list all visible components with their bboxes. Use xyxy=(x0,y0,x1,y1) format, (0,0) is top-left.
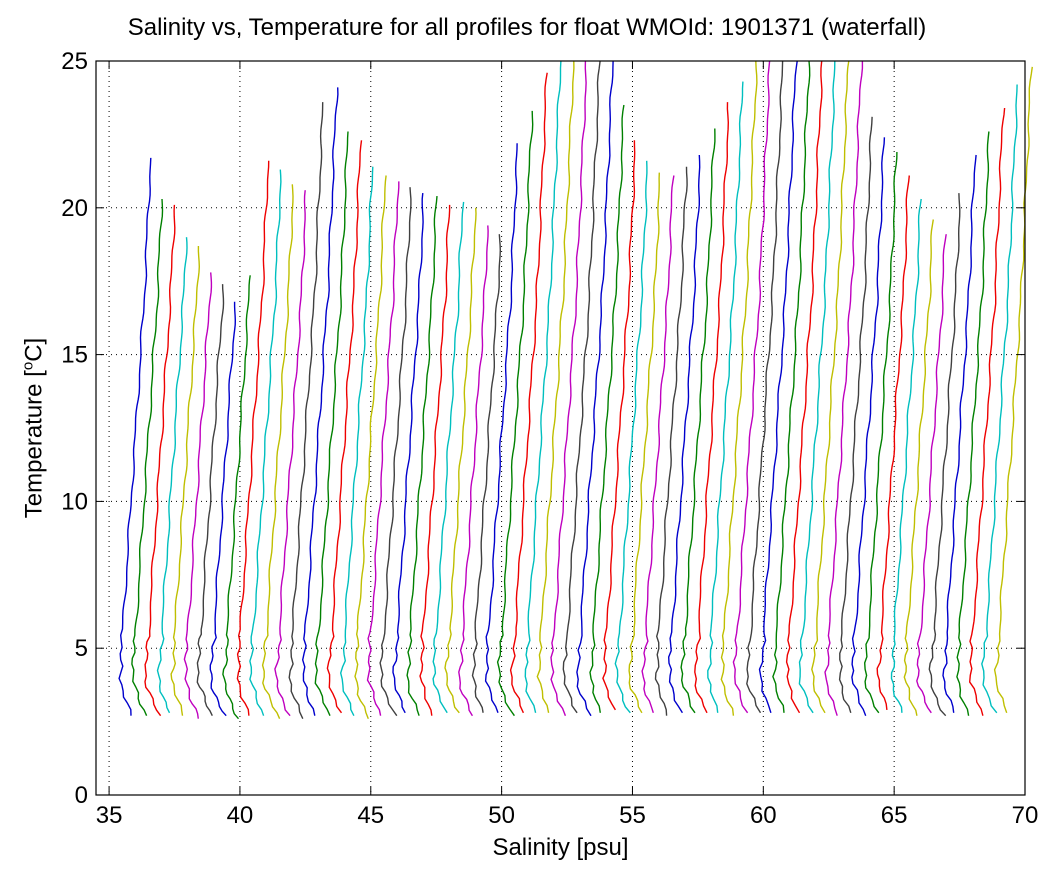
chart-title: Salinity vs, Temperature for all profile… xyxy=(127,14,927,41)
profile-line xyxy=(301,87,339,716)
profile-line xyxy=(694,102,730,714)
profile-line xyxy=(550,60,587,716)
profile-line xyxy=(288,102,324,719)
x-tick-label: 70 xyxy=(1012,802,1039,829)
x-tick-label: 50 xyxy=(488,802,515,829)
ticks-layer: 35 40 45 50 55 60 65 70 0 5 10 15 20 25 xyxy=(61,48,1038,829)
profile-line xyxy=(707,81,744,713)
profile-line xyxy=(851,137,886,716)
profile-line xyxy=(903,219,934,716)
profile-line xyxy=(496,110,534,717)
y-tick-label: 10 xyxy=(61,488,88,515)
profile-line xyxy=(576,60,614,717)
profile-line xyxy=(798,60,836,714)
profile-line xyxy=(314,131,349,716)
profile-line xyxy=(758,60,798,714)
profile-line xyxy=(838,116,873,714)
y-axis-label-degree: o xyxy=(19,361,37,371)
profile-line xyxy=(444,207,477,714)
profile-line xyxy=(641,175,675,714)
profile-line xyxy=(981,84,1018,714)
profile-line xyxy=(406,196,438,716)
profile-line xyxy=(536,60,575,713)
profile-line xyxy=(261,184,294,719)
profile-line xyxy=(170,246,201,716)
x-axis-label: Salinity [psu] xyxy=(492,834,629,861)
profile-line xyxy=(458,225,489,717)
profile-line xyxy=(156,237,188,714)
profile-line xyxy=(432,201,465,714)
profile-line xyxy=(614,160,648,714)
profile-line xyxy=(196,284,225,717)
profile-line xyxy=(772,60,811,713)
profile-line xyxy=(732,60,771,714)
x-tick-label: 40 xyxy=(227,802,254,829)
y-axis-label: Temperature [oC] xyxy=(20,338,49,518)
profile-line xyxy=(680,128,716,714)
x-tick-label: 60 xyxy=(750,802,777,829)
profile-line xyxy=(118,157,152,716)
y-tick-label: 25 xyxy=(61,48,88,75)
profile-line xyxy=(471,234,502,713)
x-tick-label: 45 xyxy=(357,802,384,829)
profiles-layer xyxy=(118,60,1033,720)
profile-line xyxy=(720,60,758,716)
profile-line xyxy=(942,154,977,713)
profile-line xyxy=(562,60,601,714)
profile-line xyxy=(928,193,961,717)
profile-line xyxy=(222,275,251,720)
profile-line xyxy=(993,66,1033,714)
y-tick-label: 0 xyxy=(75,782,88,809)
profile-line xyxy=(654,166,688,716)
profile-line xyxy=(524,60,562,713)
profile-line xyxy=(876,175,910,710)
profile-line xyxy=(968,107,1006,716)
axes-background xyxy=(96,61,1025,795)
profile-line xyxy=(274,190,306,717)
profile-line xyxy=(131,198,164,716)
y-tick-label: 5 xyxy=(75,635,88,662)
profile-line xyxy=(916,234,947,714)
profile-line xyxy=(956,131,990,716)
y-tick-label: 15 xyxy=(61,342,88,369)
profile-line xyxy=(746,60,784,714)
profile-line xyxy=(811,60,850,714)
profile-line xyxy=(509,72,548,714)
profile-line xyxy=(366,181,400,716)
profile-line xyxy=(379,187,412,717)
profile-line xyxy=(326,140,363,714)
profile-line xyxy=(484,143,518,714)
x-tick-label: 65 xyxy=(881,802,908,829)
axes-frame xyxy=(95,60,1026,796)
profile-line xyxy=(824,61,864,716)
x-tick-label: 35 xyxy=(96,802,123,829)
y-axis-label-unit: C] xyxy=(20,337,48,362)
profile-line xyxy=(144,204,176,717)
profile-line xyxy=(183,272,213,719)
profile-line xyxy=(890,198,922,713)
profile-line xyxy=(667,154,701,714)
profile-line xyxy=(785,60,823,714)
profile-line xyxy=(589,104,625,713)
profile-line xyxy=(602,140,636,711)
y-axis-label-main: Temperature [ xyxy=(20,370,48,519)
profile-line xyxy=(236,160,270,716)
y-tick-label: 20 xyxy=(61,195,88,222)
profile-line xyxy=(209,301,237,717)
profile-line xyxy=(863,151,898,714)
profile-line xyxy=(354,175,387,719)
profile-line xyxy=(249,169,282,716)
x-tick-label: 55 xyxy=(619,802,646,829)
profile-line xyxy=(419,204,451,716)
profile-line xyxy=(628,172,660,714)
profile-line xyxy=(392,193,424,714)
profile-line xyxy=(339,166,374,717)
